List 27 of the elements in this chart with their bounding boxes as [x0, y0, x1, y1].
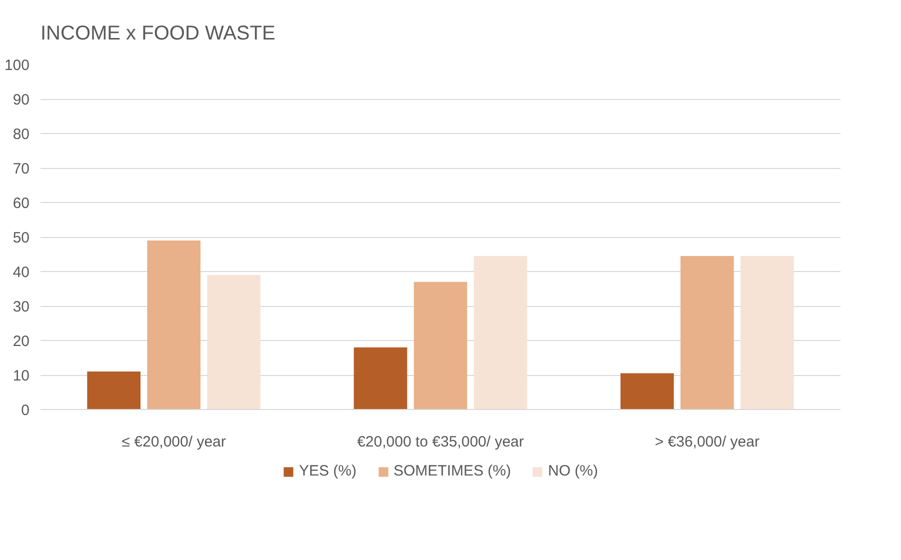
y-tick-label: 20	[12, 333, 30, 350]
bar	[87, 372, 140, 410]
y-tick-label: 100	[4, 57, 30, 74]
y-tick-label: 0	[21, 402, 30, 419]
bar	[354, 347, 408, 410]
y-tick-label: 80	[12, 126, 30, 143]
y-tick-label: 70	[12, 160, 30, 178]
y-tick-label: 90	[12, 92, 30, 108]
bar	[620, 373, 674, 410]
y-tick-label: 10	[12, 368, 30, 384]
bar	[147, 240, 200, 410]
y-tick-label: 50	[12, 230, 30, 246]
bar	[414, 282, 468, 410]
bar	[474, 256, 528, 410]
legend-label: SOMETIMES (%)	[394, 462, 512, 480]
legend-label: YES (%)	[298, 462, 356, 480]
x-tick-label: ≤ €20,000/ year	[122, 434, 226, 450]
x-tick-label: €20,000 to €35,000/ year	[357, 434, 524, 450]
legend-label: NO (%)	[548, 462, 598, 480]
y-tick-label: 30	[12, 298, 30, 316]
chart-title: INCOME x FOOD WASTE	[40, 22, 276, 44]
y-tick-label: 60	[12, 195, 30, 212]
x-tick-label: > €36,000/ year	[654, 434, 760, 450]
y-tick-label: 40	[12, 264, 30, 281]
bar	[680, 256, 734, 410]
bar	[207, 274, 260, 410]
bar	[740, 256, 794, 410]
